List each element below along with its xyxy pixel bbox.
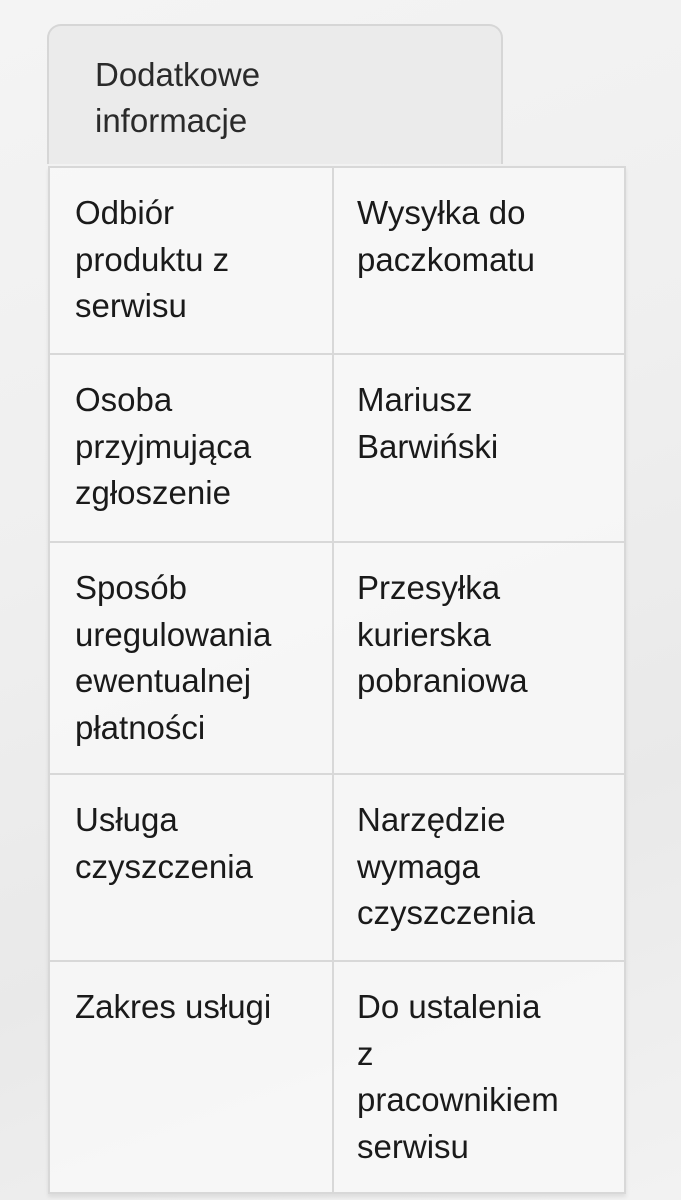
table-row: Odbiór produktu z serwisu Wysyłka do pac…: [47, 166, 626, 355]
row-label: Usługa czyszczenia: [47, 773, 335, 962]
table-row: Usługa czyszczenia Narzędzie wymaga czys…: [47, 773, 626, 962]
row-label: Zakres usługi: [47, 960, 335, 1194]
row-label: Osoba przyjmująca zgłoszenie: [47, 353, 335, 543]
tab-additional-info[interactable]: Dodatkowe informacje: [47, 24, 503, 164]
row-value: Mariusz Barwiński: [332, 353, 626, 543]
table-row: Sposób uregulowania ewentualnej płatnośc…: [47, 541, 626, 775]
table-row: Zakres usługi Do ustalenia z pracownikie…: [47, 960, 626, 1194]
row-value: Do ustalenia z pracownikiem serwisu: [332, 960, 626, 1194]
info-table: Odbiór produktu z serwisu Wysyłka do pac…: [47, 166, 626, 1194]
row-label: Sposób uregulowania ewentualnej płatnośc…: [47, 541, 335, 775]
row-label: Odbiór produktu z serwisu: [47, 166, 335, 355]
row-value: Przesyłka kurierska pobraniowa: [332, 541, 626, 775]
table-row: Osoba przyjmująca zgłoszenie Mariusz Bar…: [47, 353, 626, 543]
row-value: Narzędzie wymaga czyszczenia: [332, 773, 626, 962]
row-value: Wysyłka do paczkomatu: [332, 166, 626, 355]
